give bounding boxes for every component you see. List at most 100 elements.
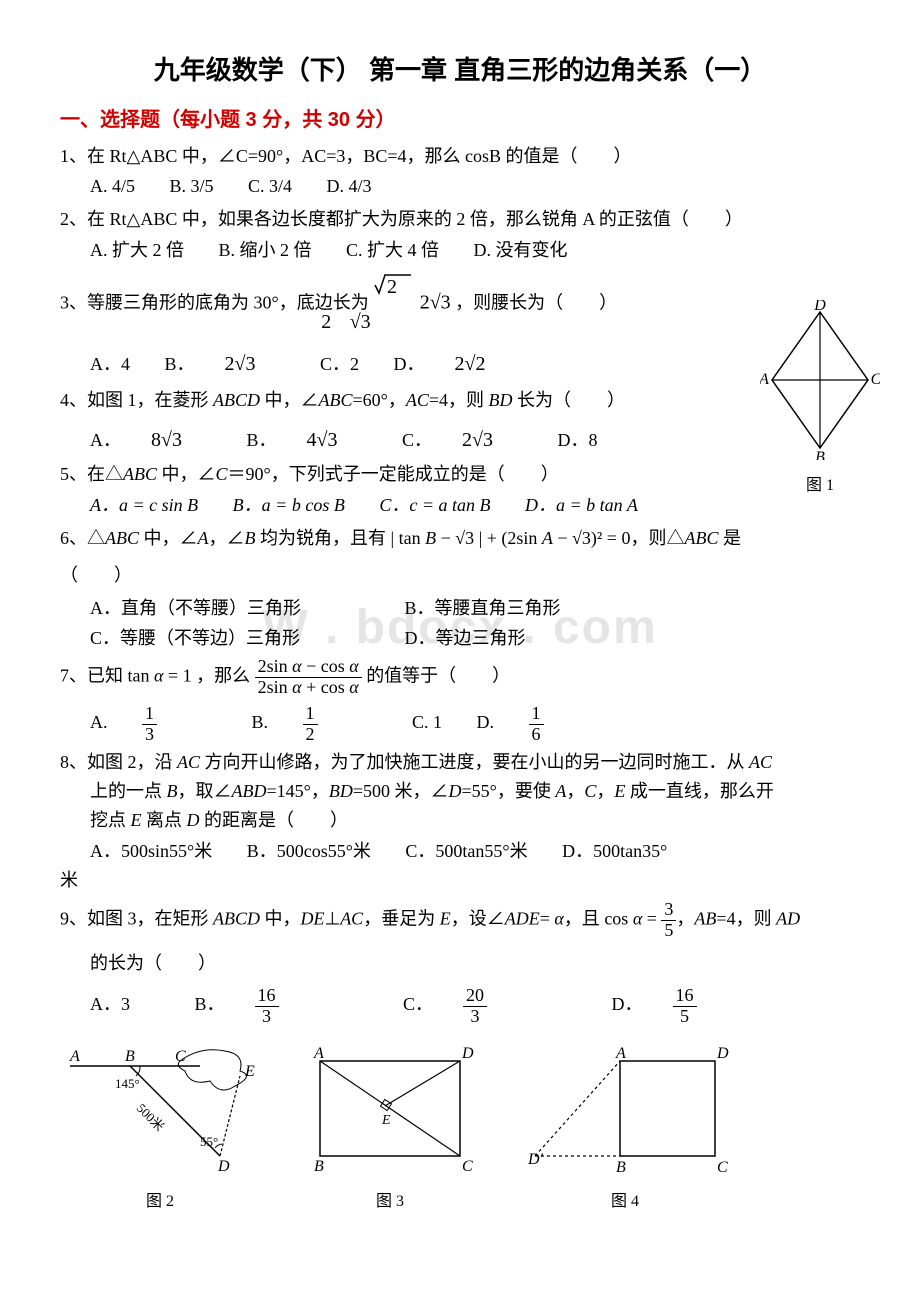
q7d-den: 6: [529, 725, 544, 745]
q7-cond: tan α = 1: [128, 666, 192, 686]
q2-text: 2、在 Rt△ABC 中，如果各边长度都扩大为原来的 2 倍，那么锐角 A 的正…: [60, 205, 860, 234]
svg-text:A: A: [69, 1048, 80, 1065]
q1-opt-c: C. 3/4: [248, 172, 292, 201]
q7b-num: 1: [303, 704, 318, 725]
q5-opt-b: B．a = b cos B: [233, 491, 345, 520]
q2-opt-c: C. 扩大 4 倍: [346, 236, 439, 265]
question-9: 9、如图 3，在矩形 ABCD 中，DE⊥AC，垂足为 E，设∠ADE= α，且…: [60, 900, 860, 1026]
q3-sqrt: 2 2 √3: [373, 271, 415, 338]
q3-dval: 2√2: [455, 348, 486, 380]
q9-opt-d: D．: [612, 990, 643, 1019]
svg-text:B: B: [314, 1158, 324, 1175]
q9-opt-c: C．: [403, 990, 433, 1019]
q6-opt-d: D．等边三角形: [405, 624, 526, 653]
q1-opt-b: B. 3/5: [170, 172, 214, 201]
q4-bval: 4√3: [307, 424, 338, 456]
q7d-num: 1: [529, 704, 544, 725]
q8-opt-a: A．500sin55°米: [90, 837, 212, 866]
svg-text:A: A: [615, 1046, 626, 1062]
q7-pre: 7、已知: [60, 666, 123, 686]
q8-unit: 米: [60, 866, 860, 895]
q4-opt-b: B．: [246, 426, 276, 455]
question-7: 7、已知 tan α = 1 ，那么 2sin α − cos α 2sin α…: [60, 657, 860, 744]
q2-opt-d: D. 没有变化: [474, 236, 568, 265]
q7-post: 的值等于（ ）: [366, 666, 510, 686]
q9-cos-den: 5: [661, 921, 676, 941]
q9-line2: 的长为（ ）: [90, 949, 860, 978]
svg-text:D: D: [217, 1158, 230, 1175]
q6-opt-c: C．等腰（不等边）三角形: [90, 624, 370, 653]
q3-post: ，则腰长为（ ）: [455, 292, 617, 312]
q7b-den: 2: [303, 725, 318, 745]
q1-opt-a: A. 4/5: [90, 172, 135, 201]
q7-opt-c: C. 1: [412, 708, 442, 737]
q8-opt-d: D．500tan35°: [562, 837, 667, 866]
q6-opt-a: A．直角（不等腰）三角形: [90, 594, 370, 623]
q4-cval: 2√3: [462, 424, 493, 456]
svg-text:C: C: [175, 1048, 186, 1065]
svg-text:E: E: [244, 1063, 255, 1080]
q1-opt-d: D. 4/3: [327, 172, 372, 201]
q7-frac-den: 2sin α + cos α: [255, 678, 362, 698]
svg-text:55°: 55°: [200, 1134, 218, 1149]
svg-text:D: D: [461, 1046, 474, 1062]
q3-bval: 2√3: [225, 348, 256, 380]
figure-2: A B C E D 145° 500米 55° 图 2: [60, 1036, 260, 1214]
q9c-den: 3: [463, 1007, 487, 1027]
page-title: 九年级数学（下） 第一章 直角三形的边角关系（一）: [60, 50, 860, 92]
q4-opt-c: C．: [402, 426, 432, 455]
svg-text:C: C: [871, 371, 880, 388]
q7a-num: 1: [142, 704, 157, 725]
q7-frac-num: 2sin α − cos α: [255, 657, 362, 678]
q9d-num: 16: [673, 986, 697, 1007]
q7-opt-a: A.: [90, 708, 108, 737]
q4-aval: 8√3: [151, 424, 182, 456]
q9-cos-num: 3: [661, 900, 676, 921]
q3-pre: 3、等腰三角形的底角为 30°，底边长为: [60, 292, 369, 312]
svg-text:B: B: [125, 1048, 135, 1065]
fig3-label: 图 3: [300, 1189, 480, 1215]
q1-text: 1、在 Rt△ABC 中，∠C=90°，AC=3，BC=4，那么 cosB 的值…: [60, 142, 860, 171]
fig4-label: 图 4: [520, 1189, 730, 1215]
svg-text:D′: D′: [527, 1151, 544, 1168]
q9-opt-a: A．3: [90, 990, 130, 1019]
svg-text:145°: 145°: [115, 1076, 140, 1091]
figure-3: A D B C E 图 3: [300, 1046, 480, 1214]
question-3: 3、等腰三角形的底角为 30°，底边长为 2 2 √3 2√3 ，则腰长为（ ）…: [60, 271, 860, 380]
q7-opt-d: D.: [477, 708, 495, 737]
q7-mid: ，那么: [196, 666, 250, 686]
svg-text:C: C: [462, 1158, 473, 1175]
fig2-label: 图 2: [60, 1189, 260, 1215]
q5-opt-c: C．c = a tan B: [379, 491, 490, 520]
q5-opt-a: A．a = c sin B: [90, 491, 198, 520]
question-5: 5、在△ABC 中，∠C＝90°，下列式子一定能成立的是（ ） A．a = c …: [60, 460, 860, 520]
svg-text:500米: 500米: [134, 1101, 168, 1135]
q9c-num: 20: [463, 986, 487, 1007]
section-header: 一、选择题（每小题 3 分，共 30 分）: [60, 104, 860, 136]
q3-opt-d: D．: [394, 350, 425, 379]
q8-opt-c: C．500tan55°米: [405, 837, 527, 866]
question-1: 1、在 Rt△ABC 中，∠C=90°，AC=3，BC=4，那么 cosB 的值…: [60, 142, 860, 202]
svg-text:B: B: [616, 1159, 626, 1176]
question-6: 6、△ABC 中，∠A，∠B 均为锐角，且有 | tan B − √3 | + …: [60, 524, 860, 653]
q2-opt-a: A. 扩大 2 倍: [90, 236, 184, 265]
question-8: 8、如图 2，沿 AC 方向开山修路，为了加快施工进度，要在小山的另一边同时施工…: [60, 748, 860, 894]
svg-text:C: C: [717, 1159, 728, 1176]
q9-opt-b: B．: [195, 990, 225, 1019]
svg-text:A: A: [313, 1046, 324, 1062]
q3-opt-a: A．4: [90, 350, 130, 379]
figures-row: A B C E D 145° 500米 55° 图 2 A D B C E 图 …: [60, 1036, 860, 1214]
q2-opt-b: B. 缩小 2 倍: [219, 236, 312, 265]
q4-opt-d: D．8: [557, 426, 597, 455]
q9b-den: 3: [255, 1007, 279, 1027]
q4-opt-a: A．: [90, 426, 121, 455]
q3-opt-c: C．2: [320, 350, 359, 379]
q8-opt-b: B．500cos55°米: [247, 837, 371, 866]
q9d-den: 5: [673, 1007, 697, 1027]
q5-opt-d: D．a = b tan A: [525, 491, 638, 520]
figure-4: A D B C D′ 图 4: [520, 1046, 730, 1214]
q9b-num: 16: [255, 986, 279, 1007]
question-4: 4、如图 1，在菱形 ABCD 中，∠ABC=60°，AC=4，则 BD 长为（…: [60, 386, 860, 457]
q3-opt-b: B．: [165, 350, 195, 379]
q7a-den: 3: [142, 725, 157, 745]
